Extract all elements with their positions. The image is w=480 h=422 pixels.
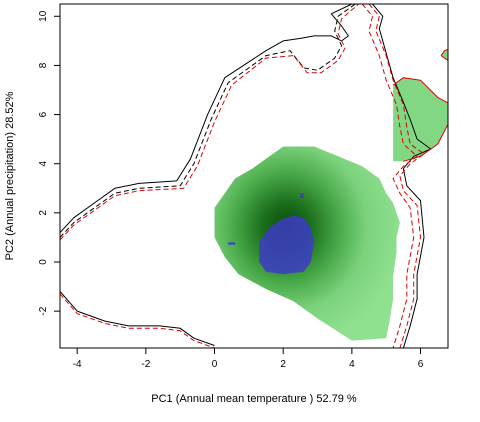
y-axis-label: PC2 (Annual precipitation) 28.52%	[4, 91, 16, 260]
envelope-line-11	[60, 293, 215, 348]
y-tick-label: 2	[38, 210, 49, 216]
x-tick-label: 2	[280, 359, 286, 370]
density-region-1	[393, 77, 448, 162]
x-tick-label: -4	[73, 359, 82, 370]
envelope-line-9	[361, 4, 418, 348]
y-tick-label: 10	[38, 10, 49, 22]
y-tick-label: 8	[38, 62, 49, 68]
y-tick-label: 4	[38, 160, 49, 166]
overlap-region-1	[300, 193, 304, 199]
envelope-line-8	[60, 4, 360, 241]
envelope-line-10	[368, 4, 425, 348]
x-tick-label: 4	[349, 359, 355, 370]
density-region-2	[441, 49, 448, 61]
plot-frame	[59, 3, 449, 349]
envelope-line-4	[60, 4, 353, 233]
envelope-line-6	[60, 291, 215, 346]
y-tick-label: -2	[38, 306, 49, 315]
plot-marks	[60, 4, 448, 348]
y-tick-label: 0	[38, 259, 49, 265]
overlap-region-0	[259, 215, 315, 275]
x-axis: -4 -2 0 2 4 6	[73, 348, 424, 370]
y-axis: -2 0 2 4 6 8 10	[38, 10, 60, 316]
envelope-line-13	[440, 48, 448, 61]
y-tick-label: 6	[38, 111, 49, 117]
envelope-line-12	[392, 77, 448, 162]
x-axis-label: PC1 (Annual mean temperature ) 52.79 %	[151, 393, 357, 405]
x-tick-label: 0	[212, 359, 218, 370]
x-tick-label: -2	[141, 359, 150, 370]
envelope-line-7	[60, 4, 356, 238]
overlap-region-2	[228, 242, 236, 245]
x-tick-label: 6	[418, 359, 424, 370]
